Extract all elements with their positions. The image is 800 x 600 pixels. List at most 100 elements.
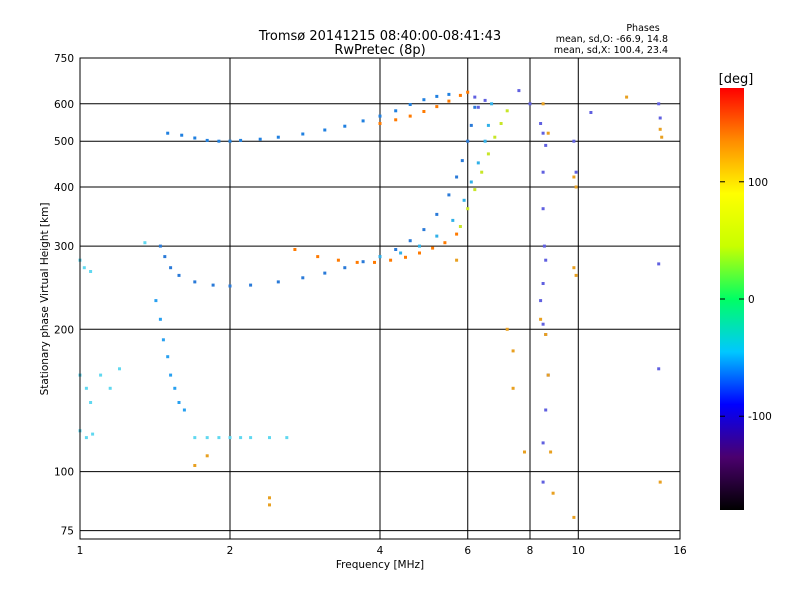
- data-point: [473, 105, 477, 109]
- data-point: [572, 515, 576, 519]
- data-point: [336, 258, 340, 262]
- data-point: [541, 441, 545, 445]
- data-point: [293, 248, 297, 251]
- data-point: [574, 273, 578, 277]
- x-tick-label: 16: [673, 545, 687, 557]
- y-tick-label: 400: [54, 182, 74, 194]
- data-point: [466, 207, 470, 211]
- data-point: [268, 496, 271, 500]
- data-point: [394, 109, 398, 113]
- data-points: [78, 89, 664, 519]
- y-axis-label: Stationary phase Virtual Height [km]: [39, 203, 51, 396]
- data-point: [541, 102, 545, 106]
- data-point: [541, 170, 545, 174]
- data-point: [657, 102, 661, 106]
- data-point: [435, 105, 439, 109]
- data-point: [544, 258, 548, 262]
- data-point: [455, 175, 459, 179]
- data-point: [455, 258, 459, 262]
- data-point: [473, 188, 477, 192]
- data-point: [166, 131, 170, 135]
- data-point: [435, 212, 439, 216]
- colorbar-ticks: 100 0 -100: [720, 177, 772, 423]
- data-point: [217, 436, 221, 440]
- data-point: [84, 436, 88, 440]
- data-point: [394, 118, 398, 122]
- data-point: [486, 123, 490, 127]
- data-point: [323, 271, 327, 275]
- data-point: [483, 139, 487, 143]
- plot-frame: [79, 57, 681, 540]
- data-point: [541, 480, 545, 484]
- data-point: [480, 170, 484, 174]
- data-point: [462, 198, 466, 202]
- data-point: [343, 266, 347, 270]
- data-point: [443, 241, 447, 245]
- data-point: [418, 244, 421, 248]
- data-point: [268, 503, 271, 507]
- data-point: [469, 123, 473, 127]
- data-point: [285, 436, 289, 440]
- data-point: [404, 255, 407, 259]
- data-point: [378, 255, 382, 259]
- data-point: [658, 480, 662, 484]
- data-point: [158, 244, 162, 248]
- y-tick-label: 75: [61, 526, 74, 538]
- data-point: [572, 139, 576, 143]
- data-point: [276, 280, 280, 284]
- data-point: [572, 175, 576, 179]
- data-point: [373, 260, 376, 264]
- data-point: [394, 248, 398, 251]
- data-point: [82, 266, 86, 270]
- data-point: [301, 276, 305, 280]
- data-point: [276, 135, 280, 139]
- data-point: [541, 131, 545, 135]
- x-tick-label: 4: [377, 545, 384, 557]
- data-point: [473, 95, 477, 99]
- data-point: [490, 102, 494, 106]
- data-point: [182, 408, 186, 412]
- data-point: [447, 193, 451, 197]
- data-point: [435, 94, 439, 98]
- data-point: [541, 282, 545, 285]
- data-point: [466, 90, 470, 94]
- data-point: [493, 135, 497, 139]
- data-point: [658, 116, 662, 120]
- data-point: [177, 273, 181, 277]
- data-point: [458, 225, 462, 228]
- data-point: [460, 159, 464, 163]
- y-tick-label: 600: [54, 99, 74, 111]
- data-point: [193, 436, 197, 440]
- data-point: [166, 355, 170, 359]
- data-point: [239, 436, 243, 440]
- data-point: [625, 95, 629, 99]
- data-point: [505, 327, 509, 331]
- data-point: [343, 124, 347, 128]
- data-point: [435, 234, 439, 238]
- data-point: [544, 333, 548, 336]
- data-point: [551, 491, 555, 495]
- data-point: [249, 283, 253, 287]
- data-point: [211, 283, 215, 287]
- data-point: [546, 373, 550, 377]
- data-point: [574, 185, 578, 189]
- data-point: [657, 262, 661, 266]
- x-tick-label: 2: [227, 545, 234, 557]
- data-point: [249, 436, 253, 440]
- data-point: [169, 266, 173, 270]
- data-point: [316, 255, 320, 259]
- data-point: [154, 299, 158, 303]
- x-axis-ticks: 1 2 4 6 8 10 16: [77, 545, 687, 557]
- colorbar-tick-label: -100: [748, 411, 772, 423]
- data-point: [228, 436, 232, 440]
- data-point: [574, 170, 578, 174]
- x-axis-label: Frequency [MHz]: [336, 559, 424, 571]
- data-point: [205, 454, 209, 458]
- data-point: [228, 139, 232, 143]
- data-point: [657, 367, 661, 371]
- colorbar-tick-label: 0: [748, 294, 755, 306]
- data-point: [528, 102, 532, 106]
- y-tick-label: 300: [54, 241, 74, 253]
- data-point: [228, 284, 232, 288]
